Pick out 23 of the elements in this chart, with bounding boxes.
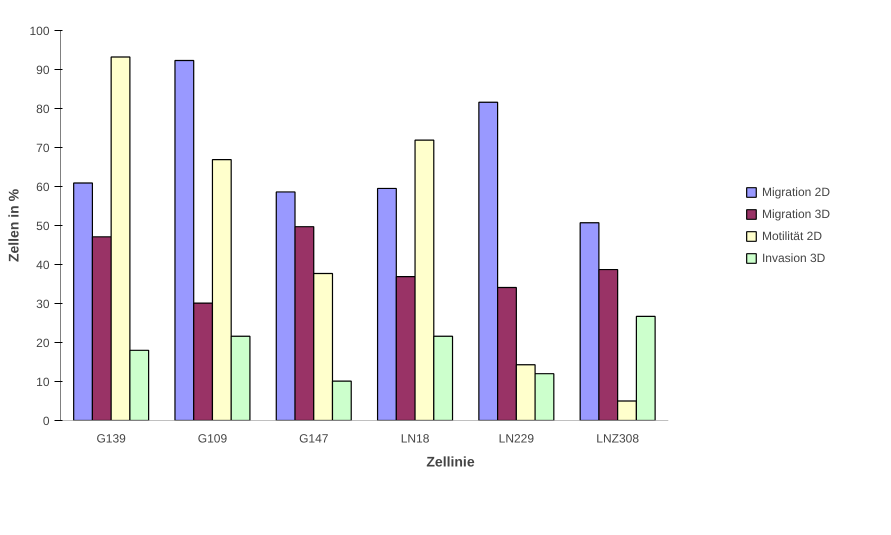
y-tick-label: 70: [36, 141, 50, 155]
x-tick-label: LN18: [400, 432, 430, 446]
legend-label: Motilität 2D: [762, 229, 822, 243]
legend-label: Invasion 3D: [762, 251, 826, 265]
x-tick-label: G139: [96, 432, 126, 446]
y-tick-label: 60: [36, 180, 50, 194]
x-tick-label: G147: [299, 432, 329, 446]
y-tick-label: 0: [42, 414, 50, 428]
y-tick-label: 30: [36, 297, 50, 311]
y-tick-label: 100: [29, 24, 50, 38]
x-tick-label: G109: [198, 432, 228, 446]
legend-label: Migration 2D: [762, 185, 830, 199]
x-tick-label: LN229: [498, 432, 534, 446]
x-axis-title: Zellinie: [426, 454, 475, 470]
y-tick-label: 20: [36, 336, 50, 350]
y-tick-label: 10: [36, 375, 50, 389]
y-tick-label: 90: [36, 63, 50, 77]
y-tick-label: 40: [36, 258, 50, 272]
y-axis-title: Zellen in %: [5, 188, 22, 262]
y-tick-label: 80: [36, 102, 50, 116]
x-tick-label: LNZ308: [596, 432, 640, 446]
legend-label: Migration 3D: [762, 207, 830, 221]
y-tick-label: 50: [36, 219, 50, 233]
